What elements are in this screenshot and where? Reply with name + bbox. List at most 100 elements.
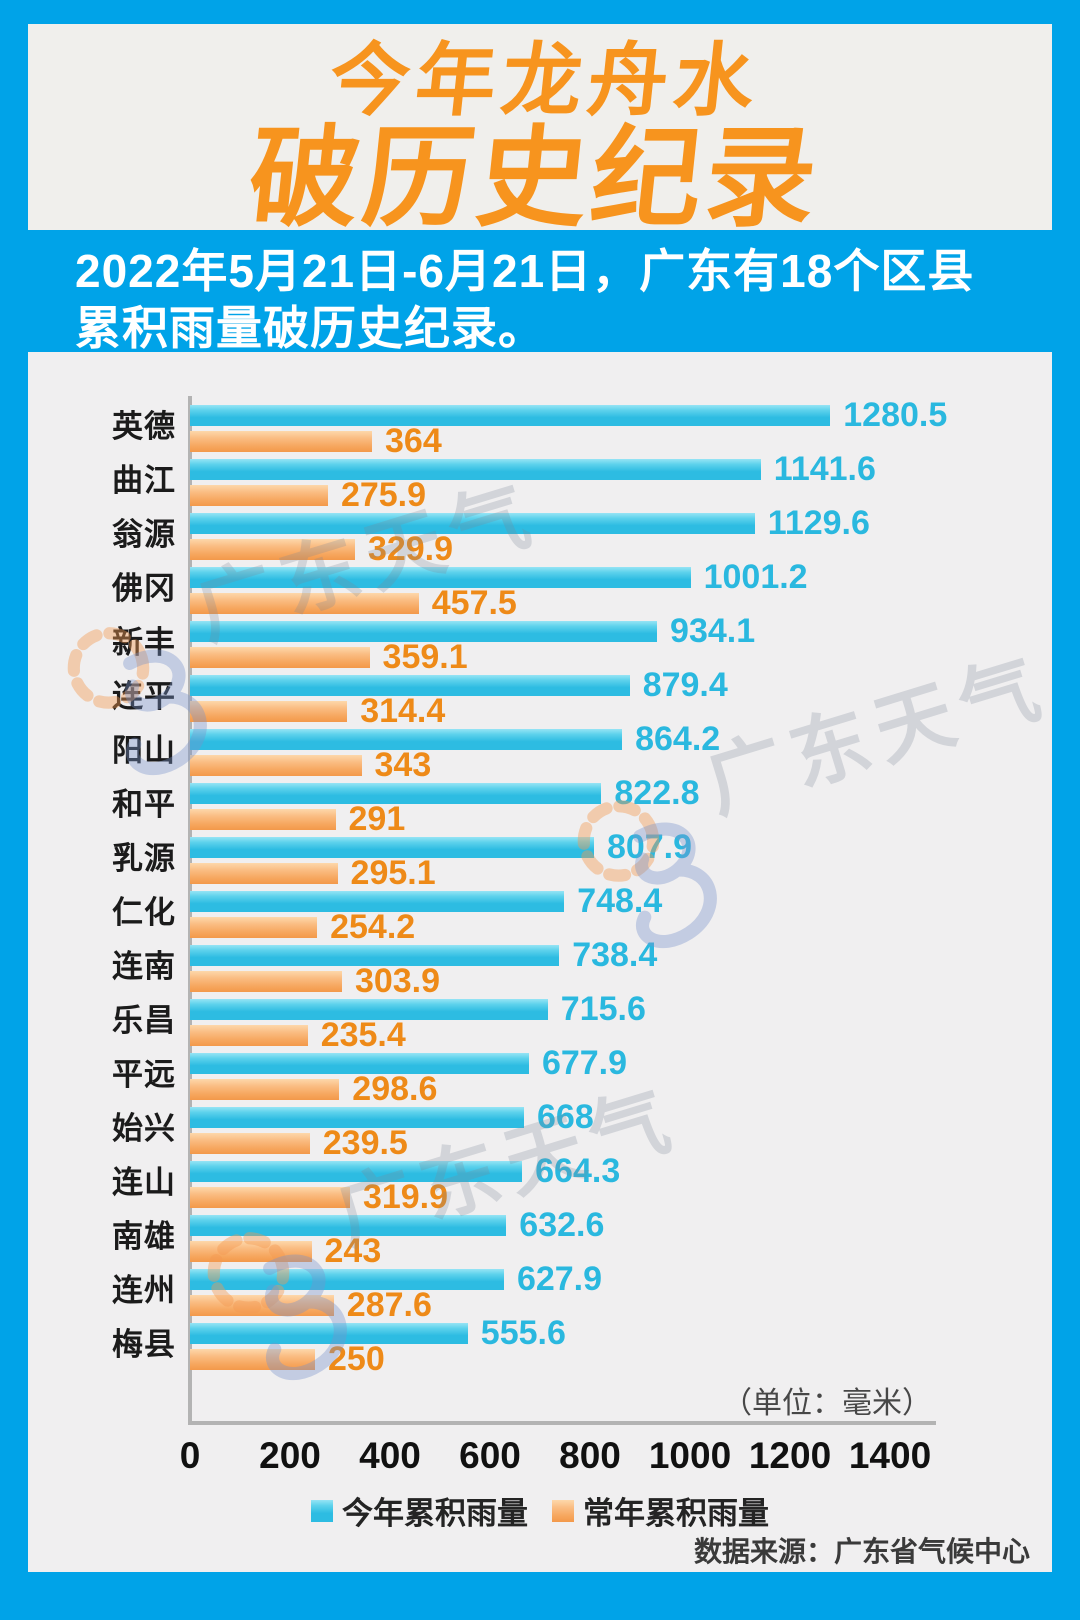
bar-row-normal-year: 239.5: [190, 1124, 408, 1162]
bar-row-this-year: 664.3: [190, 1152, 620, 1190]
category-label: 乐昌: [112, 1003, 176, 1038]
bar-normal-year: [190, 971, 342, 992]
bar-normal-year: [190, 647, 370, 668]
bar-row-normal-year: 329.9: [190, 530, 453, 568]
bar-row-normal-year: 243: [190, 1232, 381, 1270]
x-tick-label: 400: [359, 1435, 421, 1476]
bar-this-year: [190, 405, 831, 426]
category-label: 新丰: [112, 625, 176, 660]
category-label: 始兴: [112, 1111, 176, 1146]
value-label: 291: [348, 800, 406, 838]
bar-group: 乳源 807.9 295.1: [28, 828, 1052, 892]
bar-row-this-year: 632.6: [190, 1206, 604, 1244]
bar-normal-year: [190, 539, 355, 560]
bar-row-normal-year: 235.4: [190, 1016, 406, 1054]
bar-row-normal-year: 295.1: [190, 854, 436, 892]
bar-row-this-year: 738.4: [190, 936, 657, 974]
legend-label-normal-year: 常年累积雨量: [583, 1496, 769, 1531]
bar-row-normal-year: 275.9: [190, 476, 426, 514]
bar-group: 乐昌 715.6 235.4: [28, 990, 1052, 1054]
title-card: 今年龙舟水 破历史纪录: [28, 24, 1052, 240]
bar-group: 仁化 748.4 254.2: [28, 882, 1052, 946]
bar-row-this-year: 1001.2: [190, 558, 808, 596]
value-label: 864.2: [635, 720, 721, 758]
bar-normal-year: [190, 485, 328, 506]
bar-group: 连平 879.4 314.4: [28, 666, 1052, 730]
bar-group: 阳山 864.2 343: [28, 720, 1052, 784]
category-label: 连南: [112, 949, 176, 984]
bar-this-year: [190, 1107, 524, 1128]
value-label: 314.4: [360, 692, 446, 730]
bar-row-this-year: 1141.6: [190, 450, 876, 488]
value-label: 243: [324, 1232, 382, 1270]
value-label: 254.2: [330, 908, 416, 946]
bar-normal-year: [190, 701, 348, 722]
bar-group: 曲江 1141.6 275.9: [28, 450, 1052, 514]
bar-normal-year: [190, 431, 372, 452]
bar-row-normal-year: 303.9: [190, 962, 440, 1000]
category-label: 连山: [112, 1165, 176, 1200]
bar-group: 南雄 632.6 243: [28, 1206, 1052, 1270]
bar-this-year: [190, 1323, 468, 1344]
bar-row-this-year: 1280.5: [190, 396, 947, 434]
value-label: 359.1: [382, 638, 468, 676]
x-tick-label: 800: [559, 1435, 621, 1476]
bar-row-normal-year: 319.9: [190, 1178, 448, 1216]
value-label: 235.4: [320, 1016, 406, 1054]
bar-normal-year: [190, 863, 338, 884]
x-tick-label: 1000: [648, 1435, 732, 1476]
bar-row-this-year: 555.6: [190, 1314, 566, 1352]
x-tick-label: 600: [459, 1435, 521, 1476]
x-tick-label: 1400: [848, 1435, 932, 1476]
value-label: 457.5: [431, 584, 517, 622]
subtitle: 2022年5月21日-6月21日，广东有18个区县 累积雨量破历史纪录。: [75, 243, 1035, 357]
bar-normal-year: [190, 1295, 334, 1316]
value-label: 715.6: [560, 990, 646, 1028]
value-label: 250: [328, 1340, 385, 1378]
data-source: 数据来源：广东省气候中心: [693, 1536, 1030, 1567]
chart-card: 英德 1280.5 364 曲江 1141.6 275.9 翁源 1129.6 329.9 佛冈 1…: [28, 352, 1052, 1572]
value-label: 343: [374, 746, 432, 784]
value-label: 627.9: [516, 1260, 603, 1298]
bar-row-this-year: 1129.6: [190, 504, 870, 542]
category-label: 曲江: [112, 463, 176, 498]
bar-this-year: [190, 513, 755, 534]
bar-group: 新丰 934.1 359.1: [28, 612, 1052, 676]
value-label: 1129.6: [767, 504, 870, 542]
value-label: 738.4: [572, 936, 658, 974]
legend: 今年累积雨量 常年累积雨量: [28, 1488, 1052, 1533]
bar-row-this-year: 864.2: [190, 720, 720, 758]
bar-row-normal-year: 287.6: [190, 1286, 432, 1324]
bar-row-normal-year: 254.2: [190, 908, 415, 946]
bar-normal-year: [190, 809, 336, 830]
value-label: 677.9: [541, 1044, 628, 1082]
bar-this-year: [190, 891, 565, 912]
bar-group: 连州 627.9 287.6: [28, 1260, 1052, 1324]
value-label: 1280.5: [843, 396, 948, 434]
value-label: 748.4: [577, 882, 663, 920]
bar-group: 和平 822.8 291: [28, 774, 1052, 838]
bar-row-this-year: 677.9: [190, 1044, 627, 1082]
title-line-2: 破历史纪录: [243, 117, 827, 240]
bar-row-normal-year: 343: [190, 746, 431, 784]
bar-this-year: [190, 783, 602, 804]
bar-this-year: [190, 945, 560, 966]
bar-group: 英德 1280.5 364: [28, 396, 1052, 460]
x-tick-label: 0: [179, 1435, 201, 1476]
value-label: 295.1: [350, 854, 436, 892]
value-label: 319.9: [362, 1178, 449, 1216]
value-label: 1141.6: [773, 450, 876, 488]
bar-this-year: [190, 621, 658, 642]
category-label: 乳源: [112, 841, 176, 876]
bar-normal-year: [190, 1025, 308, 1046]
title-line-1: 今年龙舟水: [325, 36, 765, 125]
x-tick-label: 1200: [748, 1435, 832, 1476]
category-label: 平远: [112, 1057, 176, 1092]
category-label: 仁化: [112, 895, 176, 930]
legend-item-this-year: 今年累积雨量: [311, 1488, 528, 1533]
bar-this-year: [190, 1053, 529, 1074]
value-label: 879.4: [642, 666, 728, 704]
x-axis-line: [188, 1421, 936, 1425]
bar-normal-year: [190, 1241, 312, 1262]
